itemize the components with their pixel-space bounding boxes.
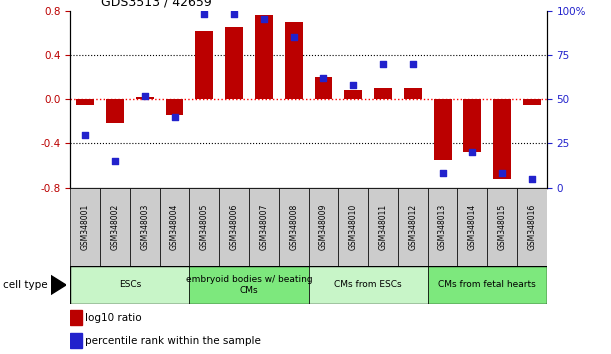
Bar — [106, 99, 124, 124]
Bar — [398, 188, 428, 266]
Point — [80, 132, 90, 137]
Text: GSM348015: GSM348015 — [498, 204, 507, 250]
Point — [170, 114, 180, 120]
Text: GSM348006: GSM348006 — [230, 203, 238, 250]
Point — [318, 75, 328, 81]
Text: ESCs: ESCs — [119, 280, 141, 290]
Point — [467, 149, 477, 155]
Text: GSM348002: GSM348002 — [111, 204, 119, 250]
Bar — [100, 188, 130, 266]
Point — [408, 61, 418, 67]
Bar — [70, 333, 82, 348]
Text: GSM348014: GSM348014 — [468, 204, 477, 250]
Bar — [159, 188, 189, 266]
Bar — [428, 188, 458, 266]
Bar — [345, 90, 362, 99]
Text: GSM348008: GSM348008 — [289, 204, 298, 250]
Point — [437, 171, 447, 176]
Bar — [338, 188, 368, 266]
Bar — [189, 188, 219, 266]
Text: GSM348011: GSM348011 — [379, 204, 387, 250]
Bar — [434, 99, 452, 160]
Bar — [249, 188, 279, 266]
Bar — [404, 88, 422, 99]
Text: GSM348004: GSM348004 — [170, 203, 179, 250]
Bar — [219, 188, 249, 266]
Point — [259, 17, 269, 22]
Bar — [488, 188, 517, 266]
Bar — [309, 266, 428, 304]
Bar — [463, 99, 481, 152]
Bar — [70, 188, 100, 266]
Bar — [189, 266, 309, 304]
Bar — [285, 22, 302, 99]
Text: embryoid bodies w/ beating
CMs: embryoid bodies w/ beating CMs — [186, 275, 312, 295]
Bar — [136, 97, 154, 99]
Bar — [196, 30, 213, 99]
Point — [110, 158, 120, 164]
Bar — [315, 77, 332, 99]
Text: GSM348001: GSM348001 — [81, 204, 90, 250]
Bar — [374, 88, 392, 99]
Bar — [458, 188, 488, 266]
Text: percentile rank within the sample: percentile rank within the sample — [84, 336, 260, 346]
Bar — [368, 188, 398, 266]
Text: GSM348005: GSM348005 — [200, 203, 209, 250]
Text: CMs from fetal hearts: CMs from fetal hearts — [439, 280, 536, 290]
Point — [348, 82, 358, 88]
Text: GDS3513 / 42659: GDS3513 / 42659 — [101, 0, 211, 9]
Point — [527, 176, 537, 182]
Bar — [493, 99, 511, 179]
Text: GSM348012: GSM348012 — [408, 204, 417, 250]
Point — [140, 93, 150, 98]
Point — [378, 61, 388, 67]
Text: CMs from ESCs: CMs from ESCs — [334, 280, 402, 290]
Point — [497, 171, 507, 176]
Text: cell type: cell type — [3, 280, 48, 290]
Bar — [130, 188, 159, 266]
Polygon shape — [51, 275, 66, 295]
Bar — [70, 310, 82, 325]
Bar — [166, 99, 183, 115]
Text: GSM348013: GSM348013 — [438, 204, 447, 250]
Bar — [70, 266, 189, 304]
Bar — [309, 188, 338, 266]
Bar — [279, 188, 309, 266]
Bar — [523, 99, 541, 105]
Text: GSM348003: GSM348003 — [141, 203, 149, 250]
Point — [289, 34, 299, 40]
Text: GSM348016: GSM348016 — [527, 204, 536, 250]
Bar — [428, 266, 547, 304]
Text: GSM348009: GSM348009 — [319, 203, 328, 250]
Bar — [76, 99, 94, 105]
Bar — [225, 27, 243, 99]
Text: GSM348007: GSM348007 — [260, 203, 268, 250]
Point — [199, 11, 209, 17]
Text: log10 ratio: log10 ratio — [84, 313, 141, 323]
Point — [229, 11, 239, 17]
Text: GSM348010: GSM348010 — [349, 204, 357, 250]
Bar — [517, 188, 547, 266]
Bar — [255, 15, 273, 99]
